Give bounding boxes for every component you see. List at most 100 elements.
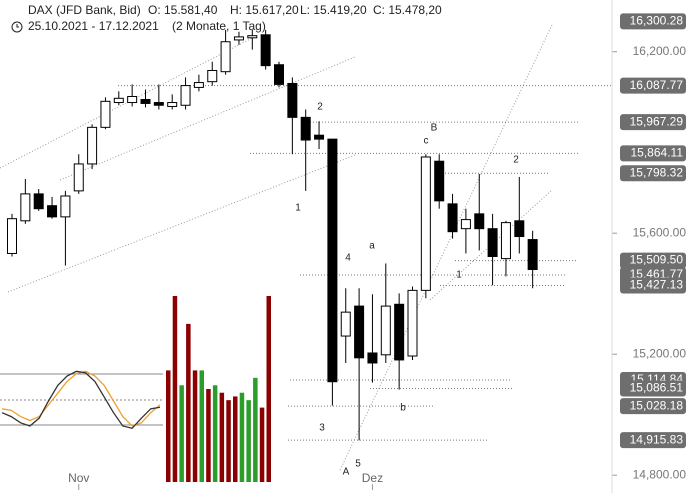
candle-body xyxy=(434,160,445,202)
x-tick-label: Dez xyxy=(362,471,383,485)
wave-label: a xyxy=(369,241,375,252)
candle-body xyxy=(153,102,164,106)
histogram-bar xyxy=(233,396,238,482)
clock-hand xyxy=(16,24,19,28)
candle-body xyxy=(460,219,471,230)
price-box xyxy=(620,252,686,269)
price-box xyxy=(620,114,686,131)
histogram-bar xyxy=(253,377,258,482)
close: C: 15.478,20 xyxy=(373,3,442,17)
wave-label: A xyxy=(343,467,350,478)
trend-lines xyxy=(0,24,553,471)
wave-label: B xyxy=(431,123,438,134)
candle-body xyxy=(180,85,191,106)
price-box xyxy=(620,277,686,294)
price-box-label: 16,300.28 xyxy=(630,14,684,28)
price-box xyxy=(620,398,686,415)
trend-line xyxy=(0,34,259,169)
price-box-label: 15,028.18 xyxy=(630,398,684,412)
candle-body xyxy=(220,41,231,73)
candle-body xyxy=(407,289,418,357)
histogram-bar xyxy=(199,370,204,482)
trend-line xyxy=(59,56,356,181)
instrument: DAX (JFD Bank, Bid) xyxy=(28,3,141,17)
candle-body xyxy=(87,126,98,165)
histogram-bar xyxy=(186,323,191,482)
y-tick-label: 15,600.00 xyxy=(633,225,687,239)
candle-body xyxy=(33,193,44,210)
wave-label: c xyxy=(424,136,429,147)
wave-labels: 2 1 Bc 2 a 4 1 b 3 5A xyxy=(295,102,519,478)
candle-body xyxy=(394,303,405,361)
candle-body xyxy=(233,36,244,41)
y-axis: 16,200.00 15,600.00 15,200.00 14,800.00 Nov D… xyxy=(68,13,686,490)
x-tick-label: Nov xyxy=(68,471,89,485)
candle-body xyxy=(113,97,124,104)
candle-body xyxy=(167,102,178,107)
candle-body xyxy=(367,352,378,364)
price-box xyxy=(620,77,686,94)
price-box-label: 15,798.32 xyxy=(630,165,684,179)
histogram-bar xyxy=(266,296,271,482)
wave-label: 5 xyxy=(355,459,361,470)
candle-body xyxy=(20,193,31,222)
price-box xyxy=(620,380,686,397)
price-box-label: 15,427.13 xyxy=(630,278,684,292)
wave-label: 4 xyxy=(345,253,351,264)
candle-body xyxy=(127,95,138,104)
histogram-bar xyxy=(239,392,245,482)
price-box-label: 15,086.51 xyxy=(630,381,684,395)
price-box xyxy=(620,13,686,30)
candle-body xyxy=(247,35,258,39)
candle-body xyxy=(207,69,218,83)
histogram-bar xyxy=(212,385,218,482)
histogram-bar xyxy=(179,385,184,482)
price-box xyxy=(620,145,686,162)
candle-body xyxy=(60,195,71,218)
oscillator-line xyxy=(1,370,161,430)
insets xyxy=(0,296,273,482)
candle-body xyxy=(300,116,311,141)
candle-body xyxy=(447,203,458,233)
clock-icon xyxy=(11,21,23,33)
price-box-label: 16,087.77 xyxy=(630,78,684,92)
histogram-bar xyxy=(259,407,265,482)
wave-label: 3 xyxy=(319,423,325,434)
candle-body xyxy=(500,222,511,260)
candle-body xyxy=(354,305,365,359)
candle-body xyxy=(47,205,58,218)
price-box-label: 15,864.11 xyxy=(631,145,684,159)
candle-body xyxy=(527,239,538,271)
date-range: 25.10.2021 - 17.12.2021 xyxy=(28,19,159,33)
histogram-bar xyxy=(172,296,178,482)
y-tick-label: 14,800.00 xyxy=(633,467,687,481)
candle-body xyxy=(474,213,485,230)
low: L: 15.419,20 xyxy=(300,3,367,17)
oscillator-panel xyxy=(0,357,163,440)
candles xyxy=(7,29,538,441)
candle-body xyxy=(7,218,17,254)
candle-body xyxy=(487,228,498,257)
trend-line xyxy=(7,154,356,293)
histogram-bar xyxy=(246,400,251,482)
price-box-label: 14,915.83 xyxy=(630,432,684,446)
trend-line xyxy=(339,24,553,471)
high: H: 15.617,20 xyxy=(230,3,299,17)
levels xyxy=(118,85,612,441)
wave-label: 1 xyxy=(456,270,462,281)
wave-label: b xyxy=(400,403,406,414)
wave-label: 1 xyxy=(295,203,301,214)
span: (2 Monate, 1 Tag) xyxy=(172,19,266,33)
price-box-label: 15,967.29 xyxy=(630,114,684,128)
price-box-label: 15,509.50 xyxy=(630,253,684,267)
candle-body xyxy=(287,82,298,118)
histogram-bar xyxy=(206,389,211,482)
candle-body xyxy=(274,64,284,85)
histogram-bar xyxy=(219,392,225,482)
y-tick-label: 15,200.00 xyxy=(633,346,687,360)
candle-body xyxy=(314,134,325,140)
price-box xyxy=(620,432,686,449)
price-box xyxy=(620,165,686,182)
histogram-bar xyxy=(226,400,231,482)
